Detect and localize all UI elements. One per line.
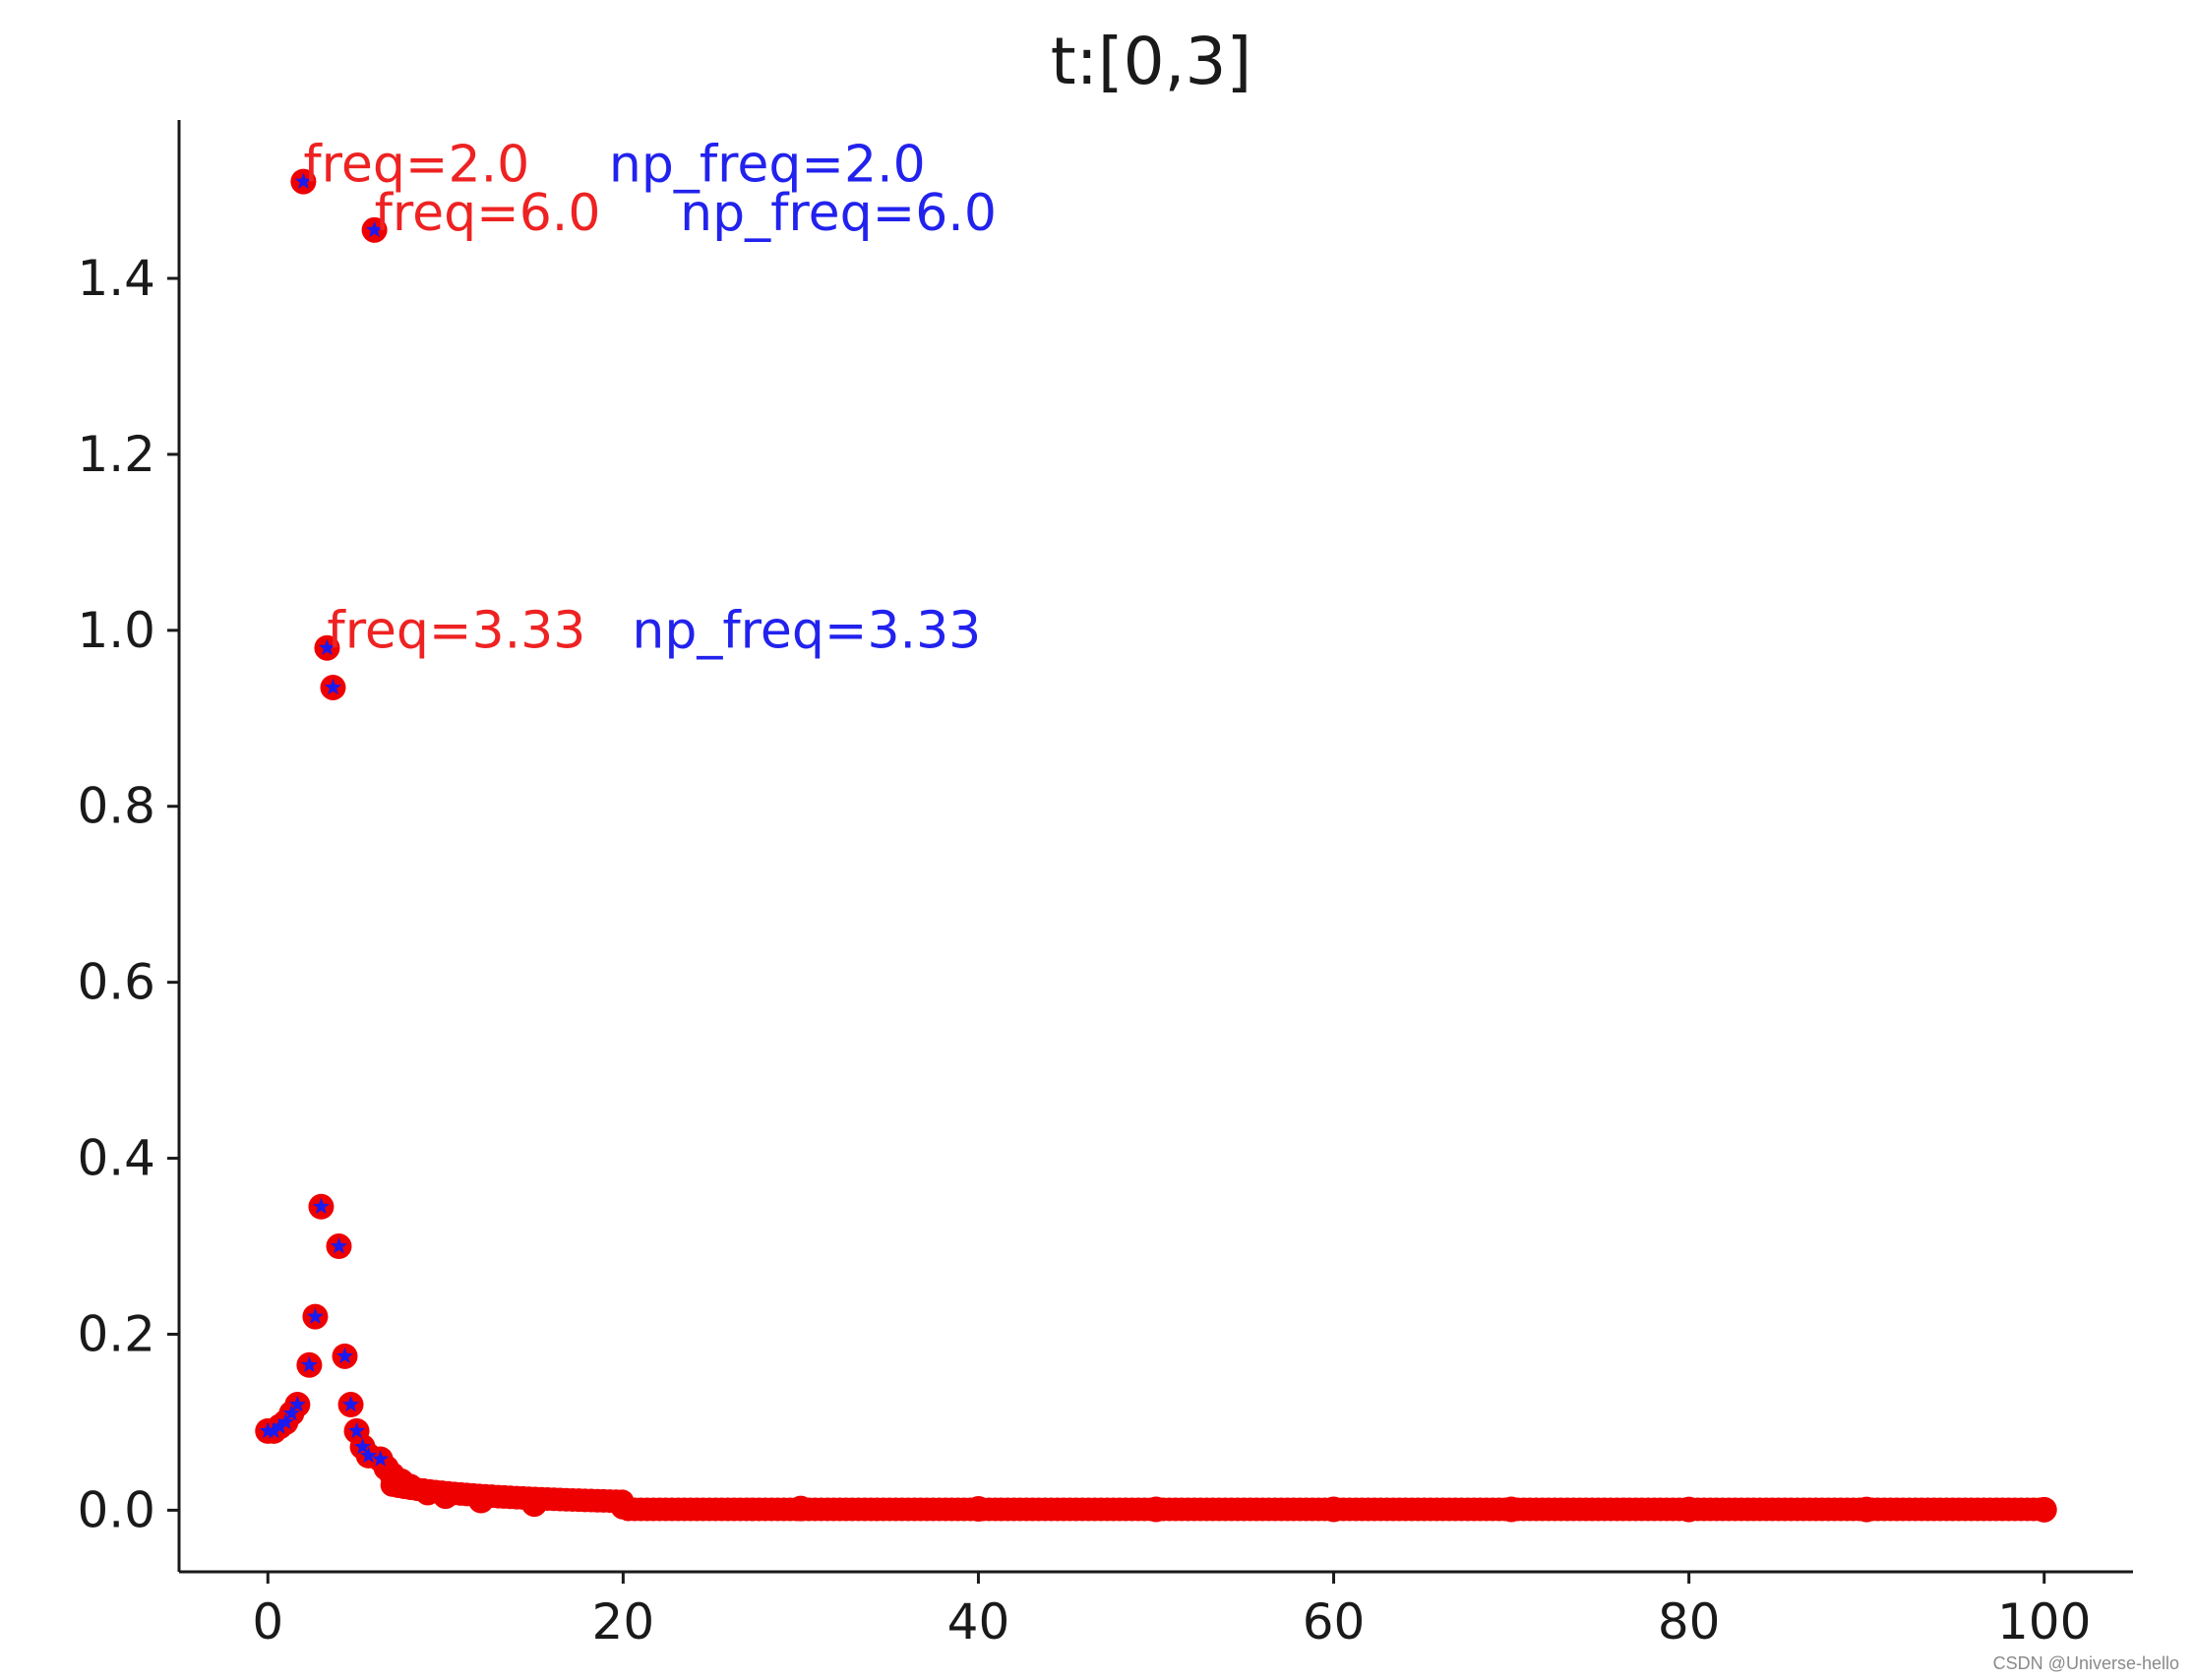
np-fft-point bbox=[288, 1396, 306, 1412]
axes: 0 20 40 60 80 100 0.0 0.2 0.4 0.6 0.8 1.0 1.2 1.4 bbox=[77, 120, 2133, 1650]
np-fft-point bbox=[265, 1421, 282, 1439]
annot-np-freq-333: np_freq=3.33 bbox=[632, 602, 981, 661]
y-tick-label: 1.0 bbox=[77, 602, 155, 659]
np-fft-point bbox=[354, 1438, 372, 1455]
np-fft-point bbox=[271, 1417, 288, 1434]
y-tick-label: 0.6 bbox=[77, 954, 155, 1011]
y-tick-label: 0.0 bbox=[77, 1481, 155, 1538]
annot-np-freq-2: np_freq=2.0 bbox=[609, 136, 926, 195]
np-fft-point bbox=[306, 1307, 324, 1324]
data-marks bbox=[255, 168, 2057, 1523]
np-fft-point bbox=[335, 1347, 354, 1364]
fft-tail-point bbox=[2028, 1497, 2052, 1522]
np-fft-point bbox=[318, 638, 335, 655]
np-fft-point bbox=[360, 1446, 378, 1464]
y-tick-label: 1.2 bbox=[77, 426, 155, 483]
x-tick-label: 0 bbox=[252, 1593, 283, 1650]
y-tick-label: 1.4 bbox=[77, 250, 155, 307]
y-tick-label: 0.2 bbox=[77, 1305, 155, 1362]
chart-title: t:[0,3] bbox=[1051, 24, 1252, 99]
np-fft-point bbox=[294, 172, 312, 189]
annot-freq-2: freq=2.0 bbox=[303, 136, 529, 195]
np-fft-point bbox=[324, 679, 341, 695]
np-fft-point bbox=[348, 1421, 366, 1439]
x-tick-label: 80 bbox=[1658, 1593, 1721, 1650]
y-tick-label: 0.4 bbox=[77, 1130, 155, 1187]
x-tick-label: 100 bbox=[1997, 1593, 2091, 1650]
np-fft-point bbox=[330, 1237, 348, 1254]
y-tick-label: 0.8 bbox=[77, 778, 155, 835]
np-fft-point bbox=[366, 220, 384, 238]
x-tick-label: 40 bbox=[947, 1593, 1010, 1650]
np-fft-point bbox=[342, 1396, 360, 1412]
np-fft-point bbox=[300, 1355, 318, 1373]
np-fft-point bbox=[276, 1412, 294, 1430]
x-tick-label: 20 bbox=[592, 1593, 655, 1650]
annot-freq-333: freq=3.33 bbox=[327, 602, 585, 661]
x-tick-label: 60 bbox=[1303, 1593, 1366, 1650]
np-fft-point bbox=[372, 1450, 390, 1467]
watermark-text: CSDN @Universe-hello bbox=[1993, 1653, 2179, 1673]
annot-np-freq-6: np_freq=6.0 bbox=[680, 184, 997, 243]
np-fft-point bbox=[312, 1197, 330, 1214]
np-fft-point bbox=[282, 1405, 300, 1421]
annot-freq-6: freq=6.0 bbox=[375, 184, 601, 243]
